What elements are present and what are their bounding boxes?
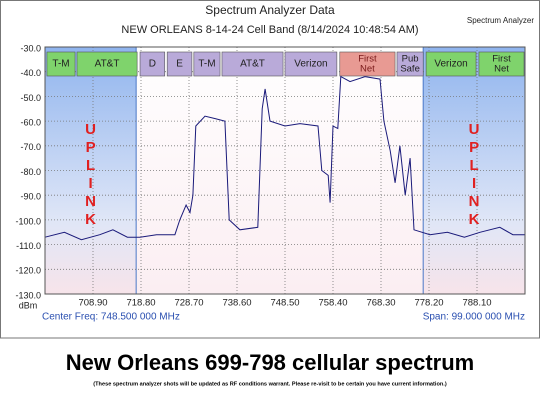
y-tick-label: -90.0 <box>20 192 41 202</box>
uplink-letter: N <box>469 193 480 210</box>
y-tick-label: -100.0 <box>15 216 41 226</box>
uplink-letter: U <box>469 121 480 138</box>
uplink-letter: P <box>86 139 96 156</box>
band-label: E <box>176 59 183 70</box>
band-label: Pub <box>402 54 419 65</box>
corner-label: Spectrum Analyzer <box>467 16 534 25</box>
y-tick-label: -40.0 <box>20 68 41 78</box>
uplink-letter: P <box>469 139 479 156</box>
y-tick-label: -60.0 <box>20 117 41 127</box>
span-label: Span: 99.000 000 MHz <box>423 312 525 323</box>
center-label: Center Freq: 748.500 000 MHz <box>42 312 180 323</box>
band-label: Net <box>360 64 375 75</box>
footer-bg <box>0 338 540 407</box>
band-label: Verizon <box>434 59 467 70</box>
footer-note: (These spectrum analyzer shots will be u… <box>93 381 447 387</box>
footer-heading: New Orleans 699-798 cellular spectrum <box>66 350 474 375</box>
band-box <box>396 51 424 77</box>
chart-subtitle: NEW ORLEANS 8-14-24 Cell Band (8/14/2024… <box>121 24 418 36</box>
band-label: T-M <box>52 59 69 70</box>
chart-title: Spectrum Analyzer Data <box>205 3 335 17</box>
y-tick-label: -50.0 <box>20 93 41 103</box>
x-tick-label: 708.90 <box>78 298 107 309</box>
x-tick-label: 778.20 <box>414 298 443 309</box>
band-box <box>139 51 166 77</box>
band-box <box>478 51 525 77</box>
band-label: First <box>492 54 511 65</box>
y-tick-label: -130.0 <box>15 290 41 300</box>
uplink-letter: N <box>85 193 96 210</box>
uplink-letter: K <box>85 211 96 228</box>
y-tick-label: -80.0 <box>20 167 41 177</box>
y-tick-label: -30.0 <box>20 43 41 53</box>
x-tick-label: 788.10 <box>462 298 491 309</box>
x-tick-label: 758.40 <box>318 298 347 309</box>
trace <box>44 75 525 241</box>
uplink-letter: I <box>88 175 92 192</box>
x-tick-label: 768.30 <box>366 298 395 309</box>
band-box <box>193 51 221 77</box>
band-label: First <box>358 54 377 65</box>
y-unit: dBm <box>19 300 38 310</box>
band-label: AT&T <box>240 59 265 70</box>
band-box <box>425 51 477 77</box>
uplink-letter: L <box>470 157 479 174</box>
band-box <box>339 51 396 77</box>
band-box <box>284 51 338 77</box>
uplink-letter: L <box>86 157 95 174</box>
band-label: Safe <box>400 64 420 75</box>
uplink-letter: U <box>85 121 96 138</box>
band-label: Verizon <box>294 59 327 70</box>
band-label: D <box>149 59 156 70</box>
band-label: T-M <box>198 59 215 70</box>
x-tick-label: 738.60 <box>222 298 251 309</box>
uplink-letter: I <box>472 175 476 192</box>
band-label: AT&T <box>95 59 120 70</box>
band-label: Net <box>494 64 509 75</box>
band-box <box>46 51 76 77</box>
x-tick-label: 718.80 <box>126 298 155 309</box>
x-tick-label: 748.50 <box>270 298 299 309</box>
y-tick-label: -70.0 <box>20 142 41 152</box>
band-box <box>76 51 138 77</box>
y-tick-label: -120.0 <box>15 266 41 276</box>
plot-border <box>44 46 526 295</box>
uplink-letter: K <box>469 211 480 228</box>
x-tick-label: 728.70 <box>174 298 203 309</box>
y-tick-label: -110.0 <box>16 241 41 251</box>
band-box <box>221 51 284 77</box>
band-box <box>166 51 193 77</box>
